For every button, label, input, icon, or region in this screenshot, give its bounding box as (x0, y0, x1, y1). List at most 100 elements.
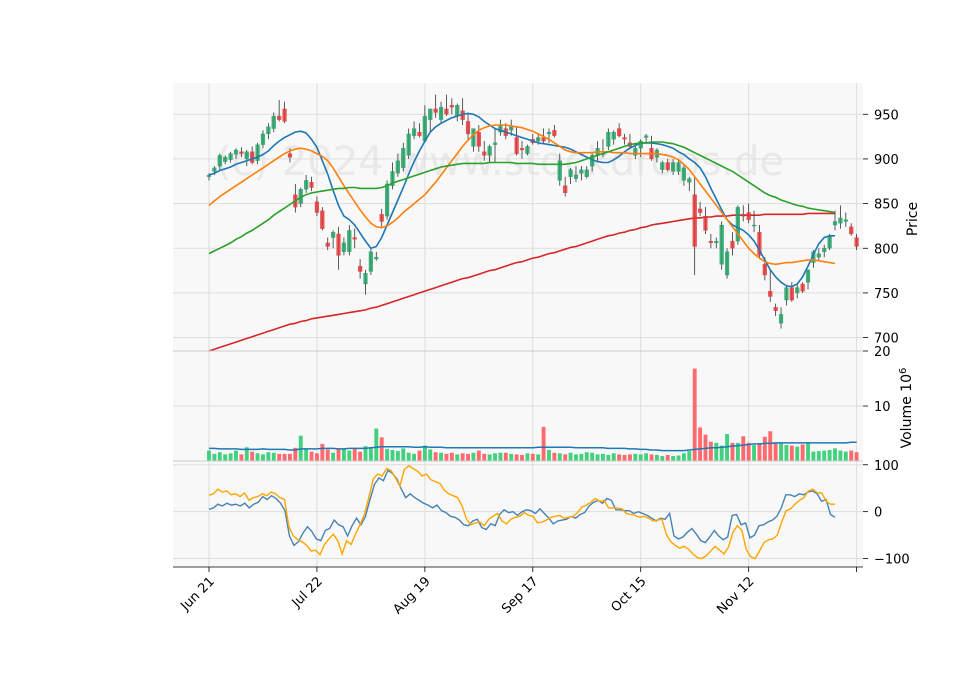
volume-bar (379, 437, 384, 461)
y-tick-labels: 700 750 800 850 900 950 10 20 −100 0 100 (863, 108, 910, 568)
candle-body (633, 148, 638, 156)
volume-bar (789, 445, 794, 461)
candle-body (406, 133, 411, 156)
volume-bar (320, 443, 325, 461)
volume-ma (209, 441, 857, 452)
candle-body (681, 167, 686, 181)
candle-body (541, 137, 546, 142)
candle-body (352, 237, 357, 240)
price-line-ma200 (208, 212, 835, 352)
volume-axis-label-name: Volume (899, 396, 915, 448)
candle-body (606, 131, 611, 147)
candle-body (379, 214, 384, 222)
candle-body (784, 287, 789, 301)
volume-bar (309, 451, 314, 461)
candle-body (546, 131, 552, 135)
volume-bar (347, 450, 352, 461)
volume-bar (455, 454, 460, 461)
candle-body (444, 108, 449, 115)
volume-bar (601, 453, 605, 461)
candle-body (282, 108, 287, 122)
candle-body (741, 214, 746, 217)
volume-bars (207, 368, 859, 461)
candle-body (832, 221, 838, 226)
volume-bar (735, 442, 740, 461)
volume-bar (314, 453, 319, 461)
volume-bar (579, 453, 584, 461)
volume-bar (617, 454, 622, 461)
oscillator-tick-label: −100 (874, 553, 910, 568)
volume-bar (552, 452, 557, 461)
candle-body (665, 162, 670, 170)
volume-bar (428, 449, 433, 461)
volume-bar (649, 454, 654, 461)
candle-body (800, 283, 805, 292)
candle-body (714, 240, 719, 244)
volume-bar (784, 445, 789, 461)
candle-body (417, 131, 422, 136)
candle-body (746, 212, 751, 220)
volume-bar (417, 450, 422, 461)
price-tick-label: 750 (874, 287, 899, 302)
volume-bar (476, 450, 481, 461)
candle-body (250, 151, 255, 163)
volume-bar (741, 436, 746, 461)
volume-bar (822, 450, 827, 461)
price-panel-background (173, 83, 863, 351)
candle-body (320, 210, 325, 229)
candle-body (395, 160, 400, 174)
volume-bar (671, 456, 676, 461)
volume-bar (752, 445, 756, 461)
volume-bar (217, 452, 222, 461)
volume-bar (493, 453, 497, 461)
candle-body (735, 207, 740, 242)
candle-body (719, 224, 724, 265)
candle-body (843, 219, 848, 222)
candle-body (552, 130, 557, 136)
candle-body (271, 115, 276, 129)
volume-bar (374, 428, 379, 461)
volume-ma-line (209, 441, 857, 452)
candle-body (822, 248, 827, 252)
candle-body (465, 121, 471, 135)
volume-bar (223, 454, 228, 461)
volume-bar (449, 452, 454, 461)
candle-body (239, 151, 244, 154)
candle-body (557, 160, 562, 181)
candle-body (827, 235, 832, 249)
candle-body (568, 169, 573, 177)
volume-bar (304, 448, 309, 461)
volume-bar (266, 452, 271, 461)
price-tick-label: 700 (874, 332, 899, 347)
volume-bar (654, 454, 659, 461)
volume-bar (207, 450, 211, 461)
candle-body (584, 169, 589, 177)
volume-bar (352, 448, 357, 461)
volume-bar (633, 453, 638, 461)
volume-bar (255, 453, 260, 461)
candle-body (476, 131, 481, 147)
ma200-layer (208, 212, 835, 352)
volume-bar (341, 449, 346, 461)
x-tick-label: Oct 15 (608, 574, 649, 615)
candle-body (519, 148, 525, 151)
volume-bar (239, 454, 244, 461)
volume-bar (779, 442, 783, 461)
volume-bar (234, 450, 238, 461)
volume-bar (595, 454, 600, 461)
candle-body (697, 208, 703, 213)
candle-body (703, 215, 708, 231)
volume-bar (725, 434, 730, 461)
x-tick-label: Nov 12 (714, 574, 757, 617)
volume-bar (557, 453, 562, 461)
candle-body (433, 108, 438, 113)
volume-bar (293, 447, 298, 461)
volume-bar (444, 453, 449, 461)
candle-body (805, 269, 811, 283)
candle-body (644, 135, 649, 138)
volume-bar (806, 442, 810, 461)
candle-body (849, 226, 854, 235)
volume-bar (244, 447, 249, 461)
candle-body (449, 105, 454, 108)
